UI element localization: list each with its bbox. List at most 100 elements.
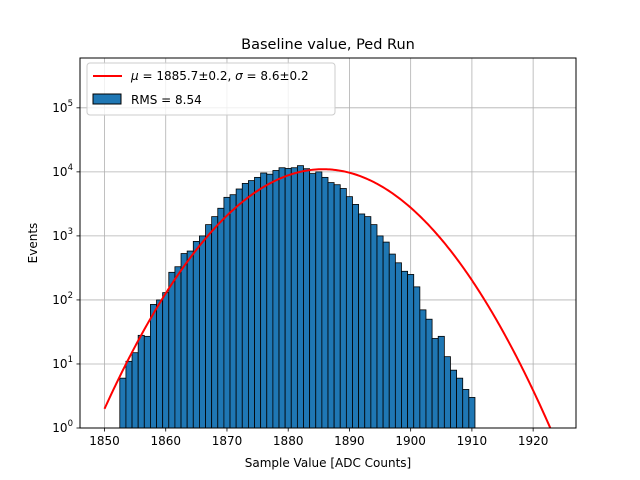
- y-tick-exponent: 0: [68, 419, 73, 429]
- histogram-bar: [174, 266, 182, 429]
- histogram-bar: [199, 235, 206, 429]
- histogram-bar: [303, 168, 311, 429]
- y-tick-label: 105: [52, 99, 73, 115]
- x-tick-label: 1890: [334, 434, 365, 448]
- histogram-bar: [315, 171, 323, 429]
- gaussian-fit: [103, 168, 552, 428]
- y-tick-base: 10: [52, 357, 67, 371]
- histogram-bar: [192, 241, 200, 429]
- y-tick-base: 10: [52, 293, 67, 307]
- y-tick-base: 10: [52, 101, 67, 115]
- histogram-bar: [186, 250, 194, 429]
- histogram-bar: [437, 335, 445, 429]
- x-tick-label: 1920: [518, 434, 549, 448]
- legend: μ = 1885.7±0.2, σ = 8.6±0.2 RMS = 8.54: [86, 62, 336, 116]
- histogram-bar: [162, 292, 170, 429]
- chart-title: Baseline value, Ped Run: [241, 37, 415, 53]
- histogram-bar: [401, 270, 409, 429]
- histogram-bar: [235, 188, 243, 429]
- y-tick-base: 10: [52, 165, 67, 179]
- histogram-bar: [247, 180, 255, 429]
- histogram-bar: [450, 369, 457, 429]
- legend-histogram-swatch: [92, 93, 122, 105]
- x-tick-label: 1850: [89, 434, 120, 448]
- histogram-bar: [327, 182, 335, 429]
- fit-curve: [103, 168, 552, 428]
- legend-histogram-label: RMS = 8.54: [131, 93, 202, 107]
- y-tick-exponent: 5: [68, 99, 73, 109]
- histogram-bar: [168, 271, 176, 429]
- histogram-bar: [309, 173, 317, 429]
- histogram-bar: [443, 356, 451, 429]
- histogram-bar: [272, 170, 280, 429]
- histogram-bar: [217, 207, 225, 429]
- histogram-bar: [119, 377, 127, 429]
- histogram-bar: [131, 352, 139, 429]
- y-tick-label: 104: [52, 163, 73, 179]
- y-tick-label: 101: [52, 355, 73, 371]
- y-tick-exponent: 4: [68, 163, 73, 173]
- y-tick-label: 100: [52, 419, 73, 435]
- histogram-bar: [345, 196, 353, 429]
- histogram-bar: [150, 304, 157, 429]
- y-tick-label: 102: [52, 291, 73, 307]
- x-tick-label: 1900: [395, 434, 426, 448]
- x-tick-label: 1880: [273, 434, 304, 448]
- histogram-bar: [407, 274, 415, 429]
- y-tick-base: 10: [52, 421, 67, 435]
- histogram-bar: [229, 194, 237, 429]
- plot-area: [79, 57, 577, 429]
- histogram-bar: [260, 172, 268, 429]
- y-axis-label: Events: [26, 223, 40, 264]
- histogram-bar: [321, 176, 329, 429]
- x-axis-ticks: 1850 1860 1870 1880 1890 1900 1910 1920: [89, 428, 548, 448]
- histogram-bar: [254, 176, 262, 429]
- histogram-bar: [388, 253, 396, 429]
- x-tick-label: 1870: [212, 434, 243, 448]
- histogram-bar: [419, 309, 427, 429]
- histogram-bar: [370, 224, 378, 429]
- y-tick-exponent: 2: [68, 291, 73, 301]
- histogram-bar: [290, 167, 298, 429]
- histogram-bar: [278, 167, 286, 429]
- histogram-bar: [241, 183, 249, 429]
- histogram-bar: [137, 334, 145, 429]
- y-tick-label: 103: [52, 227, 73, 243]
- y-tick-base: 10: [52, 229, 67, 243]
- legend-fit-sigma-value: = 8.6±0.2: [243, 69, 309, 83]
- histogram-bar: [211, 216, 219, 429]
- histogram-bar: [352, 204, 360, 429]
- histogram-bar: [413, 286, 421, 429]
- legend-fit-mu-symbol: μ: [130, 69, 139, 83]
- plot-frame: [79, 57, 577, 429]
- histogram-bar: [143, 335, 151, 429]
- legend-box: [86, 62, 336, 116]
- x-axis-label: Sample Value [ADC Counts]: [245, 456, 411, 470]
- histogram-bar: [180, 253, 188, 429]
- histogram-bar: [468, 397, 476, 429]
- histogram-bar: [425, 318, 433, 429]
- histogram-bar: [376, 235, 384, 429]
- histogram-bar: [462, 389, 470, 429]
- y-tick-exponent: 1: [68, 355, 73, 365]
- histogram-bar: [266, 173, 274, 429]
- histogram-bar: [394, 262, 402, 429]
- x-tick-label: 1860: [150, 434, 181, 448]
- histogram-bar: [431, 338, 439, 429]
- histogram-bar: [223, 196, 231, 429]
- histogram-bars: [119, 165, 476, 429]
- histogram-bar: [205, 224, 213, 429]
- histogram-bar: [333, 184, 341, 429]
- y-tick-exponent: 3: [68, 227, 73, 237]
- histogram-bar: [364, 216, 372, 429]
- histogram-bar: [125, 360, 133, 429]
- legend-fit-mu-value: = 1885.7±0.2,: [139, 69, 235, 83]
- histogram-bar: [358, 213, 366, 429]
- histogram-bar: [339, 188, 347, 429]
- histogram-bar: [456, 377, 464, 429]
- legend-fit-label: μ = 1885.7±0.2, σ = 8.6±0.2: [130, 69, 309, 83]
- histogram-bar: [284, 168, 292, 429]
- histogram-bar: [156, 299, 164, 429]
